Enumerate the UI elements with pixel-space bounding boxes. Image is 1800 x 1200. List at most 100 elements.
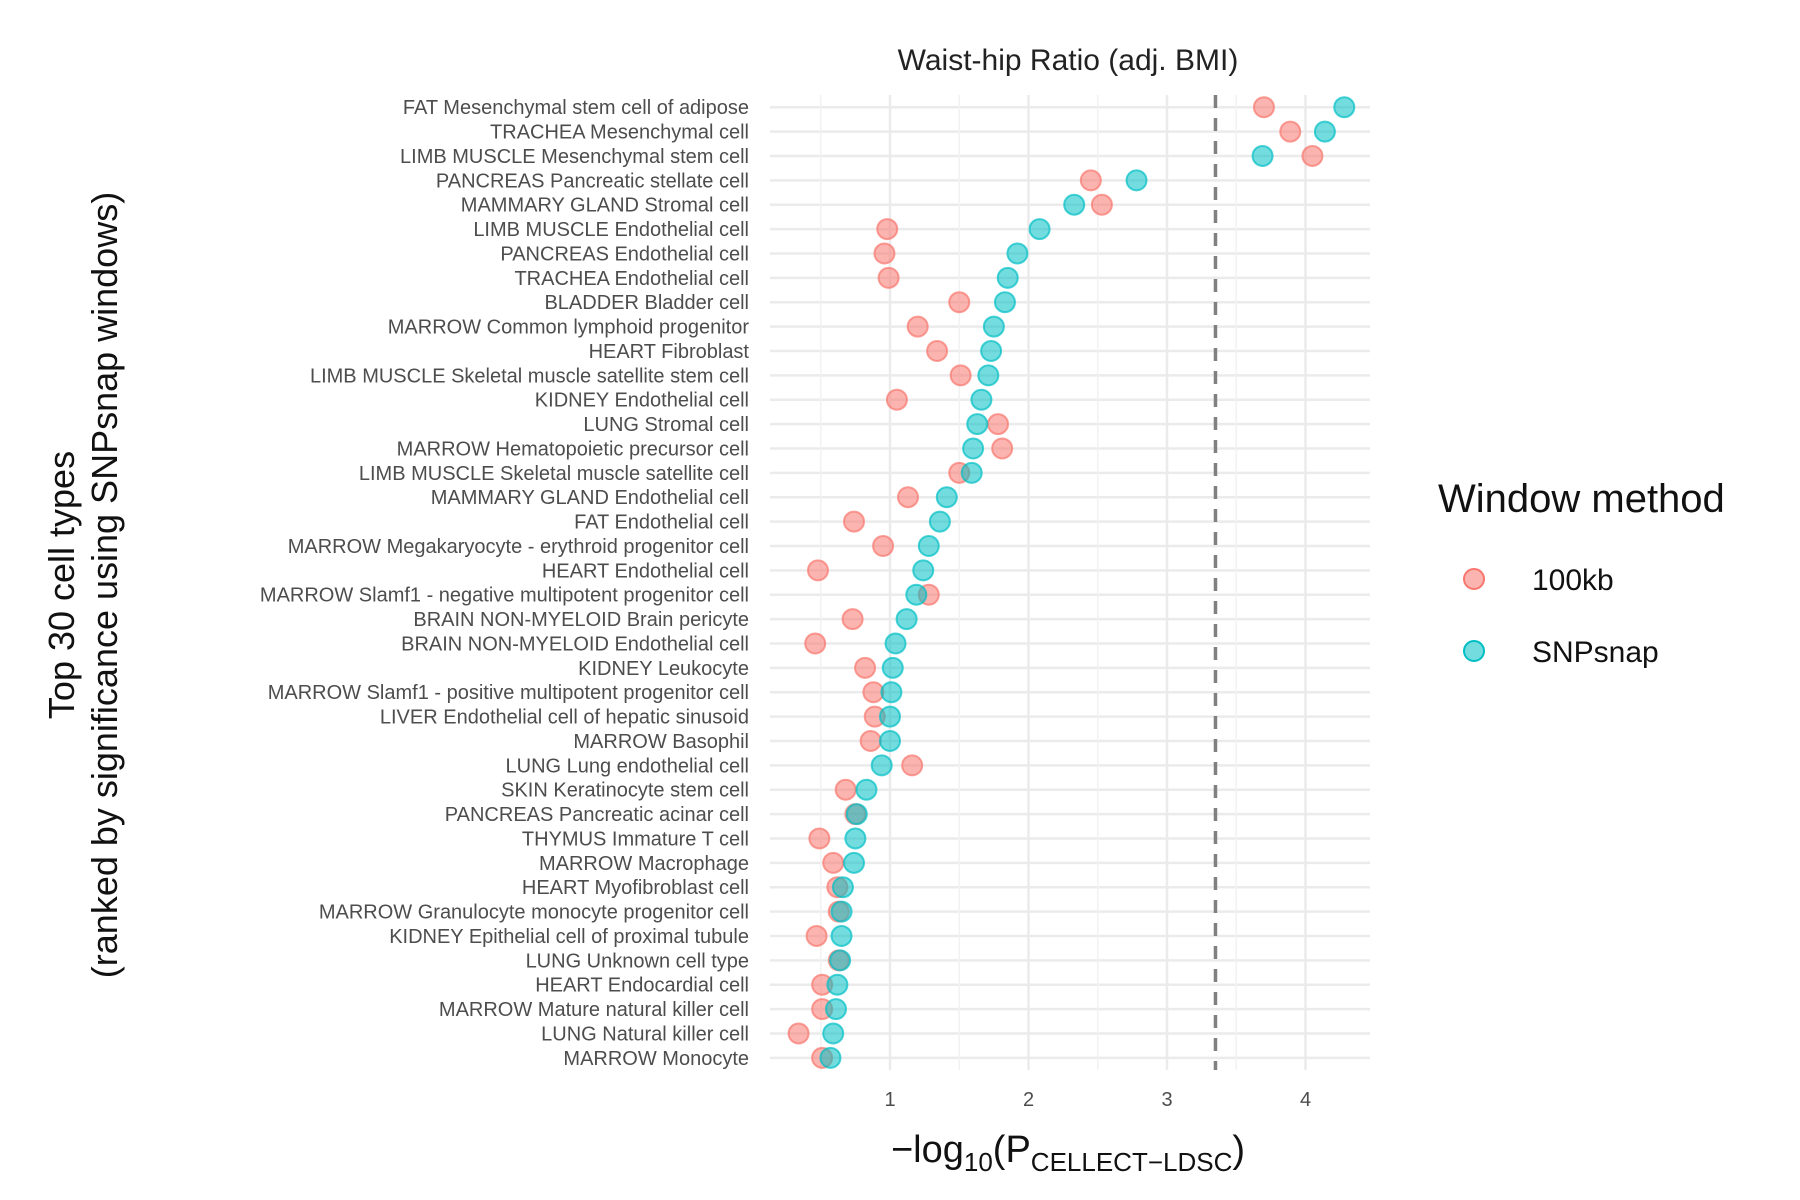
point-snpsnap: [970, 388, 993, 411]
point-snpsnap: [822, 1022, 845, 1045]
x-tick-label: 2: [1023, 1089, 1034, 1111]
point-snpsnap: [879, 705, 901, 728]
point-snpsnap: [879, 729, 901, 752]
y-tick-label: MARROW Granulocyte monocyte progenitor c…: [319, 902, 749, 924]
y-tick-label: HEART Myofibroblast cell: [522, 877, 749, 899]
y-tick-label: LUNG Stromal cell: [583, 414, 749, 436]
y-tick-label: LIMB MUSCLE Skeletal muscle satellite st…: [310, 365, 749, 387]
point-100kb: [806, 559, 829, 582]
point-snpsnap: [845, 803, 868, 826]
grid: [770, 95, 1370, 1070]
point-snpsnap: [826, 973, 849, 996]
point-snpsnap: [824, 998, 847, 1021]
point-100kb: [901, 754, 924, 777]
point-100kb: [991, 437, 1014, 460]
legend-label-100kb: 100kb: [1532, 564, 1614, 597]
point-snpsnap: [905, 583, 928, 606]
point-snpsnap: [1125, 169, 1148, 192]
point-100kb: [834, 778, 857, 801]
y-axis-title: Top 30 cell types (ranked by significanc…: [41, 192, 125, 978]
x-tick-label: 4: [1300, 1089, 1311, 1111]
point-100kb: [862, 681, 885, 704]
y-tick-label: TRACHEA Endothelial cell: [514, 268, 749, 290]
point-snpsnap: [996, 266, 1019, 289]
legend-label-snpsnap: SNPsnap: [1532, 636, 1659, 669]
y-tick-label: MARROW Megakaryocyte - erythroid progeni…: [288, 536, 749, 558]
y-tick-label: HEART Endothelial cell: [542, 560, 749, 582]
x-axis-title-base: 10: [964, 1147, 993, 1177]
point-snpsnap: [819, 1046, 842, 1069]
y-tick-label: MARROW Slamf1 - negative multipotent pro…: [260, 585, 749, 607]
x-axis-title-prefix: −log: [891, 1129, 964, 1171]
x-axis-title: −log10(PCELLECT−LDSC): [891, 1129, 1245, 1177]
legend-title: Window method: [1438, 477, 1725, 521]
point-snpsnap: [870, 754, 893, 777]
point-snpsnap: [935, 486, 958, 509]
point-snpsnap: [880, 681, 903, 704]
y-tick-label: LIMB MUSCLE Endothelial cell: [473, 219, 749, 241]
point-100kb: [1079, 169, 1102, 192]
y-tick-label: MARROW Mature natural killer cell: [439, 999, 749, 1021]
point-100kb: [872, 534, 895, 557]
point-100kb: [1252, 96, 1275, 119]
point-snpsnap: [830, 900, 853, 923]
y-tick-label: BRAIN NON-MYELOID Brain pericyte: [413, 609, 749, 631]
point-100kb: [948, 291, 971, 314]
point-100kb: [1279, 120, 1302, 143]
y-tick-label: BRAIN NON-MYELOID Endothelial cell: [401, 633, 749, 655]
point-snpsnap: [829, 949, 852, 972]
y-tick-label: PANCREAS Pancreatic acinar cell: [445, 804, 749, 826]
y-tick-label: MAMMARY GLAND Stromal cell: [461, 195, 749, 217]
y-tick-label: TRACHEA Mesenchymal cell: [490, 122, 749, 144]
point-snpsnap: [884, 632, 907, 655]
y-tick-label: LUNG Unknown cell type: [526, 950, 749, 972]
point-snpsnap: [830, 924, 853, 947]
y-tick-label: MARROW Basophil: [573, 731, 749, 753]
y-tick-label: HEART Fibroblast: [589, 341, 750, 363]
point-snpsnap: [928, 510, 951, 533]
chart-title: Waist-hip Ratio (adj. BMI): [898, 44, 1239, 77]
point-100kb: [805, 924, 828, 947]
point-snpsnap: [917, 534, 940, 557]
y-tick-label: KIDNEY Epithelial cell of proximal tubul…: [389, 926, 749, 948]
y-axis-title-line-2: (ranked by significance using SNPsnap wi…: [84, 192, 125, 978]
point-100kb: [877, 266, 900, 289]
y-tick-label: FAT Mesenchymal stem cell of adipose: [403, 97, 749, 119]
y-tick-label: THYMUS Immature T cell: [522, 828, 749, 850]
point-100kb: [949, 364, 972, 387]
y-tick-label: PANCREAS Pancreatic stellate cell: [436, 170, 749, 192]
point-100kb: [808, 827, 831, 850]
point-100kb: [1090, 193, 1113, 216]
point-snpsnap: [881, 656, 904, 679]
y-tick-label: SKIN Keratinocyte stem cell: [501, 780, 749, 802]
point-snpsnap: [844, 827, 867, 850]
point-snpsnap: [1313, 120, 1336, 143]
x-tick-label: 1: [884, 1089, 895, 1111]
legend: Window method 100kb SNPsnap: [1438, 477, 1725, 669]
point-100kb: [906, 315, 929, 338]
y-tick-label: HEART Endocardial cell: [535, 975, 749, 997]
point-snpsnap: [977, 364, 1000, 387]
x-tick-label: 3: [1161, 1089, 1172, 1111]
point-snpsnap: [962, 437, 985, 460]
y-tick-label: MAMMARY GLAND Endothelial cell: [431, 487, 749, 509]
y-axis-title-line-1: Top 30 cell types: [41, 451, 82, 719]
legend-key-100kb: [1463, 568, 1485, 590]
point-100kb: [859, 729, 882, 752]
y-tick-label: PANCREAS Endothelial cell: [500, 243, 749, 265]
point-snpsnap: [1333, 96, 1356, 119]
y-tick-label: MARROW Hematopoietic precursor cell: [397, 438, 749, 460]
point-snpsnap: [1251, 144, 1274, 167]
point-100kb: [842, 510, 865, 533]
y-tick-label: LUNG Natural killer cell: [541, 1023, 749, 1045]
point-snpsnap: [1006, 242, 1029, 265]
y-tick-label: MARROW Monocyte: [563, 1048, 749, 1070]
y-tick-label: LIVER Endothelial cell of hepatic sinuso…: [380, 707, 749, 729]
point-snpsnap: [855, 778, 878, 801]
point-snpsnap: [980, 339, 1003, 362]
point-100kb: [897, 486, 920, 509]
point-100kb: [926, 339, 949, 362]
point-100kb: [841, 608, 864, 631]
point-100kb: [876, 218, 899, 241]
